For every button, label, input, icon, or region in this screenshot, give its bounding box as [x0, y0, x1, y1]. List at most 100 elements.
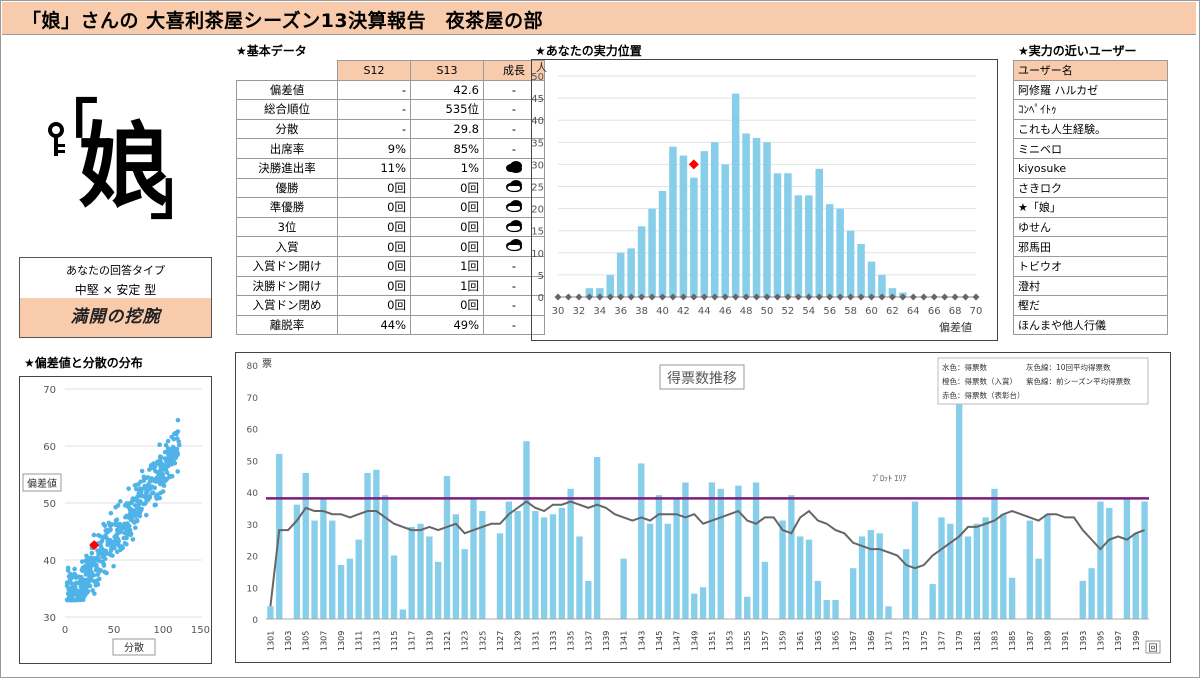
scatter-ylabel: 偏差値 [27, 477, 57, 490]
dist-xtick: 70 [970, 306, 983, 317]
votes-bar [876, 533, 883, 619]
scatter-point [99, 551, 105, 557]
dist-bar [784, 173, 792, 297]
dist-ytick: 5 [538, 271, 544, 282]
dist-baseline-marker [606, 293, 614, 301]
votes-bar [911, 501, 919, 619]
scatter-point [116, 542, 121, 548]
section-position-label: ★あなたの実力位置 [535, 44, 642, 58]
scatter-ytick: 60 [43, 442, 56, 453]
dist-bar [888, 288, 897, 297]
scatter-point [102, 569, 107, 575]
scatter-chart-panel: 30 40 50 60 70 0 50 100 150 偏差値 分散 [19, 376, 212, 664]
dist-bar [731, 93, 740, 298]
scatter-point [152, 464, 158, 470]
votes-xtick: 1343 [637, 631, 646, 651]
scatter-point [162, 456, 168, 461]
scatter-point [159, 480, 165, 486]
dist-baseline-marker [868, 293, 875, 301]
row-s13: 1回 [410, 275, 484, 297]
row-label: 準優勝 [236, 197, 338, 218]
votes-bar [470, 498, 477, 619]
scatter-point [152, 485, 158, 491]
scatter-point [138, 489, 144, 495]
votes-title: 得票数推移 [667, 370, 737, 387]
votes-xtick: 1359 [779, 631, 788, 651]
dist-baseline-marker [836, 293, 844, 301]
basic-table-row: 分散 -29.8- [236, 118, 545, 140]
basic-table-row: 偏差値 -42.6- [236, 79, 545, 101]
dist-baseline-marker [711, 293, 719, 301]
cloud-icon [483, 157, 545, 179]
scatter-point [176, 442, 182, 448]
votes-xtick: 1399 [1132, 631, 1141, 651]
basic-table-row: 決勝ドン開け 0回 1回 - [236, 275, 545, 297]
row-label: 3位 [236, 216, 338, 238]
dist-xtick: 58 [844, 306, 857, 317]
scatter-point [71, 573, 76, 579]
dist-baseline-marker [617, 293, 625, 301]
user-row: 阿修羅 ハルカゼ [1013, 79, 1168, 101]
scatter-point [135, 511, 141, 517]
votes-bar [532, 511, 539, 619]
scatter-ytick: 70 [43, 385, 56, 396]
dist-baseline-marker [857, 293, 865, 301]
scatter-point [155, 492, 160, 497]
dist-ytick: 30 [532, 160, 544, 171]
votes-xtick: 1351 [708, 631, 717, 651]
dist-bar [637, 226, 646, 297]
votes-xtick: 1339 [602, 631, 611, 651]
nearby-users-table: ユーザー名 阿修羅 ハルカゼ ｺﾝﾍﾟｲﾄｩ これも人生経験。 ミニベロ kiyosuk… [1013, 60, 1168, 336]
votes-bar [902, 549, 910, 619]
scatter-xlabel: 分散 [124, 641, 144, 654]
dist-baseline-marker [721, 293, 729, 301]
votes-bar [655, 495, 663, 619]
votes-legend-box [937, 357, 1149, 405]
row-label: 決勝ドン開け [236, 275, 338, 297]
row-label: 偏差値 [236, 79, 338, 101]
row-s13: 1% [410, 157, 484, 179]
votes-xtick: 1341 [620, 631, 629, 651]
row-label: 離脱率 [236, 314, 338, 336]
votes-bar [788, 495, 795, 619]
votes-ytick: 0 [252, 616, 258, 626]
dist-bar [867, 261, 876, 297]
scatter-point [126, 486, 131, 491]
dist-baseline-marker [951, 293, 959, 301]
answer-type-box: あなたの回答タイプ 中堅 × 安定 型 満開の挖腕 [19, 257, 212, 338]
scatter-point [88, 576, 94, 581]
scatter-point [99, 546, 105, 552]
scatter-point [173, 453, 179, 459]
scatter-point [168, 450, 173, 456]
scatter-ytick: 50 [43, 499, 56, 510]
row-s12: - [337, 118, 411, 140]
dist-xlabel: 偏差値 [939, 320, 972, 334]
basic-table-row: 決勝進出率 11% 1% [236, 157, 545, 179]
dist-baseline-marker [763, 293, 771, 301]
dist-bar [658, 190, 667, 297]
votes-bar [947, 523, 954, 619]
votes-bar [717, 488, 724, 619]
logo-bracket-open: 「 [38, 94, 98, 164]
scatter-point [93, 582, 99, 588]
user-row: 澄村 [1013, 275, 1168, 297]
votes-legend-item: 赤色：得票数（表彰台） [942, 390, 1025, 400]
user-name: 澄村 [1013, 275, 1168, 297]
scatter-point [121, 535, 127, 541]
row-label: 入賞ドン開け [236, 255, 338, 277]
scatter-point [78, 588, 84, 593]
scatter-point [157, 442, 162, 448]
dist-baseline-marker [575, 293, 583, 301]
dist-baseline-marker [669, 293, 677, 301]
votes-xtick: 1305 [302, 631, 311, 651]
row-label: 決勝進出率 [236, 157, 338, 179]
votes-bar [558, 507, 565, 619]
dist-xtick: 40 [656, 306, 669, 317]
votes-bar [858, 536, 866, 619]
scatter-ytick: 40 [43, 556, 56, 567]
votes-bar [832, 599, 839, 619]
dist-baseline-marker [920, 293, 928, 301]
dist-baseline-marker [690, 293, 698, 301]
votes-bar [443, 476, 451, 619]
votes-bar [435, 561, 442, 619]
